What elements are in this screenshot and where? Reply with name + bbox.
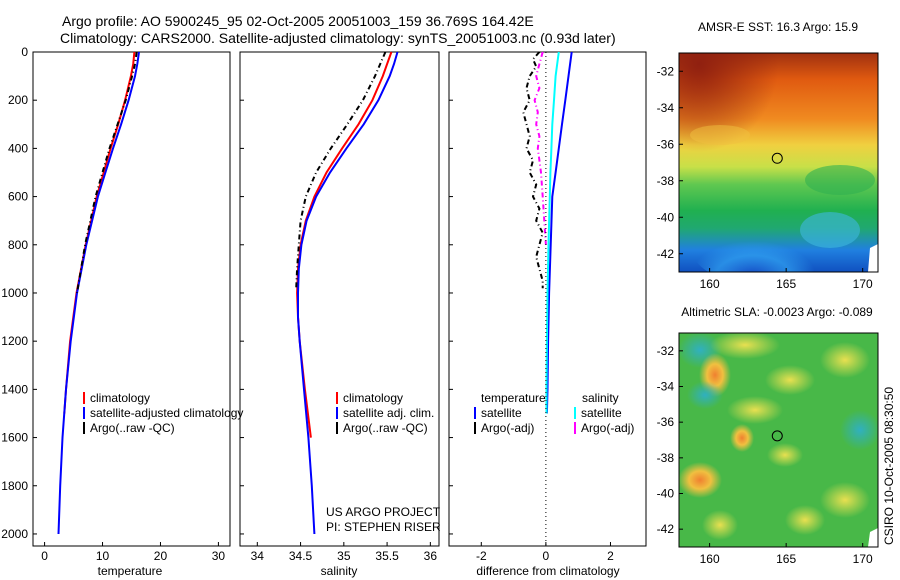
difference-xlabel: difference from climatology [476,564,619,578]
x-tick-label: -2 [476,549,487,563]
map-y-tick-label: -40 [657,487,675,501]
map-x-tick-label: 165 [776,552,796,566]
series-line-satellite-adj-clim [297,51,399,535]
series-line-argo-raw-qc [76,51,138,294]
map-y-tick-label: -32 [657,344,675,358]
sla-map-title: Altimetric SLA: -0.0023 Argo: -0.089 [681,305,873,319]
sla-map-frame [678,332,879,548]
map-y-tick-label: -40 [657,210,675,224]
series-line-temperature-satellite [545,51,573,414]
x-tick-label: 34.5 [289,549,313,563]
legend-header-temperature: temperature [481,391,546,405]
x-tick-label: 35 [337,549,351,563]
series-line-argo-raw-qc [295,51,387,289]
map-y-tick-label: -36 [657,137,675,151]
legend-label-satellite-adjusted: satellite-adjusted climatology [90,406,243,420]
sla-map [679,333,878,547]
difference-series [522,51,573,546]
depth-axis: 0 200 400 600 800 1000 1200 1400 1600 1800 2000 [1,45,453,541]
map-y-tick-label: -34 [657,380,675,394]
depth-tick-label: 1800 [1,479,28,493]
salinity-series [295,51,399,535]
map-y-tick-label: -42 [657,247,675,261]
sst-map-axes: 160 165 170 -32 -34 -36 -38 -40 -42 [657,64,873,291]
map-x-tick-label: 170 [853,552,873,566]
x-tick-label: 2 [607,549,614,563]
depth-tick-label: 600 [8,190,28,204]
series-line-salinity-satellite [545,51,560,414]
legend-label-climatology: climatology [90,391,150,405]
project-annotation: US ARGO PROJECT [326,505,441,519]
series-line-temperature-argo-adj [522,51,544,289]
depth-tick-label: 400 [8,141,28,155]
map-x-tick-label: 165 [776,277,796,291]
x-tick-label: 20 [154,549,168,563]
temperature-series [57,51,140,535]
legend-label-temp-argo: Argo(-adj) [481,421,534,435]
x-tick-label: 30 [212,549,226,563]
sst-map-title: AMSR-E SST: 16.3 Argo: 15.9 [698,20,858,34]
map-x-tick-label: 170 [853,277,873,291]
figure-title-line2: Climatology: CARS2000. Satellite-adjuste… [60,30,616,46]
legend-label-temp-satellite: satellite [481,406,522,420]
depth-tick-label: 1200 [1,334,28,348]
legend-header-salinity: salinity [582,391,619,405]
x-tick-label: 35.5 [375,549,399,563]
series-line-satellite-adjusted-climatology [57,51,140,535]
x-tick-label: 34 [251,549,265,563]
depth-tick-label: 2000 [1,527,28,541]
depth-tick-label: 1600 [1,431,28,445]
map-y-tick-label: -34 [657,101,675,115]
argo-position-marker [771,152,783,164]
map-x-tick-label: 160 [700,277,720,291]
legend-label-sal-argo: Argo(-adj) [581,421,634,435]
series-line-salinity-argo-adj [533,51,547,245]
depth-tick-label: 0 [21,45,28,59]
figure-title-line1: Argo profile: AO 5900245_95 02-Oct-2005 … [62,13,534,29]
map-y-tick-label: -38 [657,451,675,465]
legend-label-climatology: climatology [343,391,403,405]
depth-tick-label: 1000 [1,286,28,300]
temperature-xlabel: temperature [98,564,163,578]
map-y-tick-label: -42 [657,522,675,536]
salinity-legend: climatology satellite adj. clim. Argo(..… [326,391,441,534]
pi-annotation: PI: STEPHEN RISER [326,520,441,534]
sst-map [679,53,878,272]
map-y-tick-label: -32 [657,64,675,78]
x-tick-label: 0 [543,549,550,563]
sst-map-frame [678,52,879,273]
side-credit-label: CSIRO 10-Oct-2005 08:30:50 [882,387,896,545]
x-axis-ticks: 0 10 20 30 34 34.5 35 35.5 36 -2 0 2 [41,542,614,563]
legend-label-argo: Argo(..raw -QC) [90,421,175,435]
difference-legend: temperature salinity satellite Argo(-adj… [474,391,634,435]
salinity-plot-frame [239,51,440,547]
temperature-plot-frame [32,51,231,547]
map-y-tick-label: -36 [657,415,675,429]
x-tick-label: 10 [96,549,110,563]
legend-label-argo: Argo(..raw -QC) [343,421,428,435]
x-tick-label: 0 [41,549,48,563]
x-tick-label: 36 [424,549,438,563]
depth-tick-label: 1400 [1,382,28,396]
depth-tick-label: 200 [8,93,28,107]
salinity-xlabel: salinity [321,564,358,578]
sla-map-axes: 160 165 170 -32 -34 -36 -38 -40 -42 [657,344,873,566]
depth-tick-label: 800 [8,238,28,252]
legend-label-sal-satellite: satellite [581,406,622,420]
map-y-tick-label: -38 [657,174,675,188]
map-x-tick-label: 160 [700,552,720,566]
temperature-legend: climatology satellite-adjusted climatolo… [83,391,243,435]
argo-position-marker [771,430,783,442]
legend-label-satellite-adj: satellite adj. clim. [343,406,434,420]
